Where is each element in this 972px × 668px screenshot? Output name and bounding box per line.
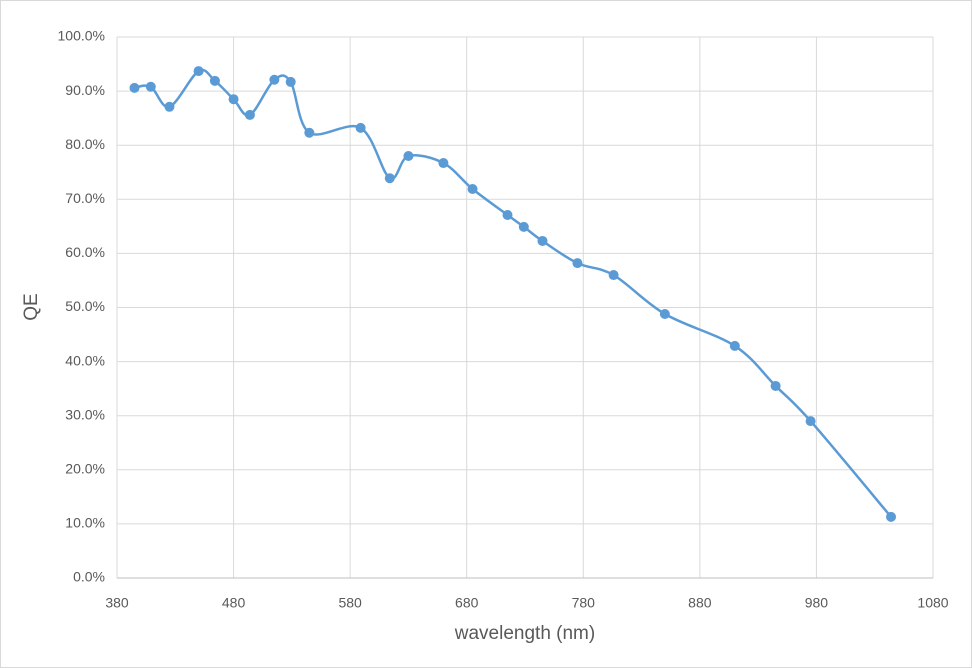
- x-tick-label: 1080: [917, 595, 948, 611]
- data-point: [770, 380, 781, 391]
- x-tick-label: 980: [805, 595, 829, 611]
- data-point: [228, 94, 239, 105]
- data-point: [502, 209, 513, 220]
- data-point: [164, 101, 175, 112]
- x-axis-title: wavelength (nm): [454, 623, 595, 644]
- x-tick-label: 480: [222, 595, 246, 611]
- data-point: [537, 235, 548, 246]
- data-point: [659, 308, 670, 319]
- y-tick-label: 90.0%: [65, 82, 105, 98]
- data-point: [355, 122, 366, 133]
- data-point: [209, 75, 220, 86]
- x-tick-label: 680: [455, 595, 479, 611]
- y-tick-label: 10.0%: [65, 515, 105, 531]
- data-point: [285, 76, 296, 87]
- data-point: [403, 151, 414, 162]
- data-point: [467, 184, 478, 195]
- y-tick-label: 20.0%: [65, 461, 105, 477]
- y-tick-label: 30.0%: [65, 406, 105, 422]
- data-point: [304, 127, 315, 138]
- y-axis-title: QE: [21, 293, 42, 320]
- x-tick-label: 780: [572, 595, 596, 611]
- data-point: [886, 511, 897, 522]
- data-point: [805, 416, 816, 427]
- data-point: [384, 173, 395, 184]
- data-point: [438, 158, 449, 169]
- x-tick-label: 880: [688, 595, 712, 611]
- y-tick-label: 40.0%: [65, 352, 105, 368]
- y-tick-label: 100.0%: [58, 28, 105, 44]
- y-tick-label: 70.0%: [65, 190, 105, 206]
- data-point: [269, 74, 280, 85]
- data-point: [608, 270, 619, 281]
- y-tick-label: 0.0%: [73, 569, 105, 585]
- data-point: [572, 258, 583, 269]
- y-tick-label: 50.0%: [65, 298, 105, 314]
- data-point: [518, 221, 529, 232]
- x-tick-label: 580: [338, 595, 362, 611]
- data-point: [145, 81, 156, 92]
- data-point: [244, 109, 255, 120]
- x-tick-label: 380: [105, 595, 129, 611]
- data-point: [729, 340, 740, 351]
- y-tick-label: 60.0%: [65, 244, 105, 260]
- data-point: [193, 66, 204, 77]
- y-tick-label: 80.0%: [65, 136, 105, 152]
- data-point: [129, 82, 140, 93]
